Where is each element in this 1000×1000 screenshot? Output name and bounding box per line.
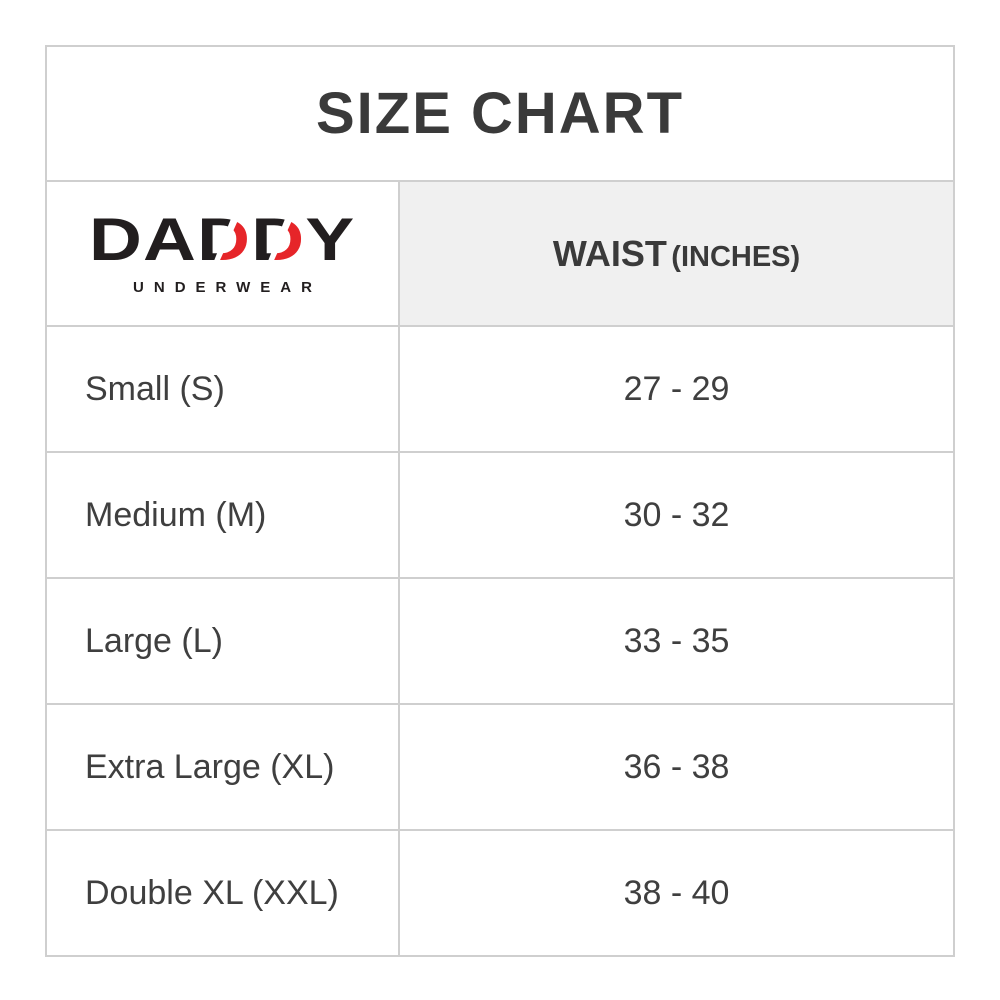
logo-letter-y: Y [305,206,356,273]
waist-header-label: WAIST [552,232,667,274]
logo-letters-da: DA [89,206,198,273]
page-title: SIZE CHART [316,81,684,146]
brand-wordmark: DAD D D D Y [89,210,355,270]
size-chart-container: SIZE CHART DAD D D D Y UNDERWEAR WAIST (INCH… [45,45,955,957]
title-row: SIZE CHART [45,45,955,182]
waist-range: 27 - 29 [398,325,955,453]
table-row-medium: Medium (M) 30 - 32 [45,451,955,579]
size-label: Medium (M) [45,451,400,579]
size-label: Large (L) [45,577,400,705]
waist-header-unit: (INCHES) [671,240,801,273]
waist-range: 30 - 32 [398,451,955,579]
table-row-extra-large: Extra Large (XL) 36 - 38 [45,703,955,831]
header-row: DAD D D D Y UNDERWEAR WAIST (INCHES) [45,180,955,327]
waist-range: 33 - 35 [398,577,955,705]
waist-range: 38 - 40 [398,829,955,957]
table-row-double-xl: Double XL (XXL) 38 - 40 [45,829,955,957]
size-chart-table: SIZE CHART DAD D D D Y UNDERWEAR WAIST (INCH… [45,45,955,957]
brand-logo-cell: DAD D D D Y UNDERWEAR [45,180,400,327]
brand-subtitle: UNDERWEAR [133,279,322,296]
waist-column-header: WAIST (INCHES) [398,180,955,327]
size-label: Small (S) [45,325,400,453]
table-row-large: Large (L) 33 - 35 [45,577,955,705]
brand-logo: DAD D D D Y UNDERWEAR [89,210,354,297]
table-row-small: Small (S) 27 - 29 [45,325,955,453]
waist-range: 36 - 38 [398,703,955,831]
size-label: Double XL (XXL) [45,829,400,957]
size-label: Extra Large (XL) [45,703,400,831]
